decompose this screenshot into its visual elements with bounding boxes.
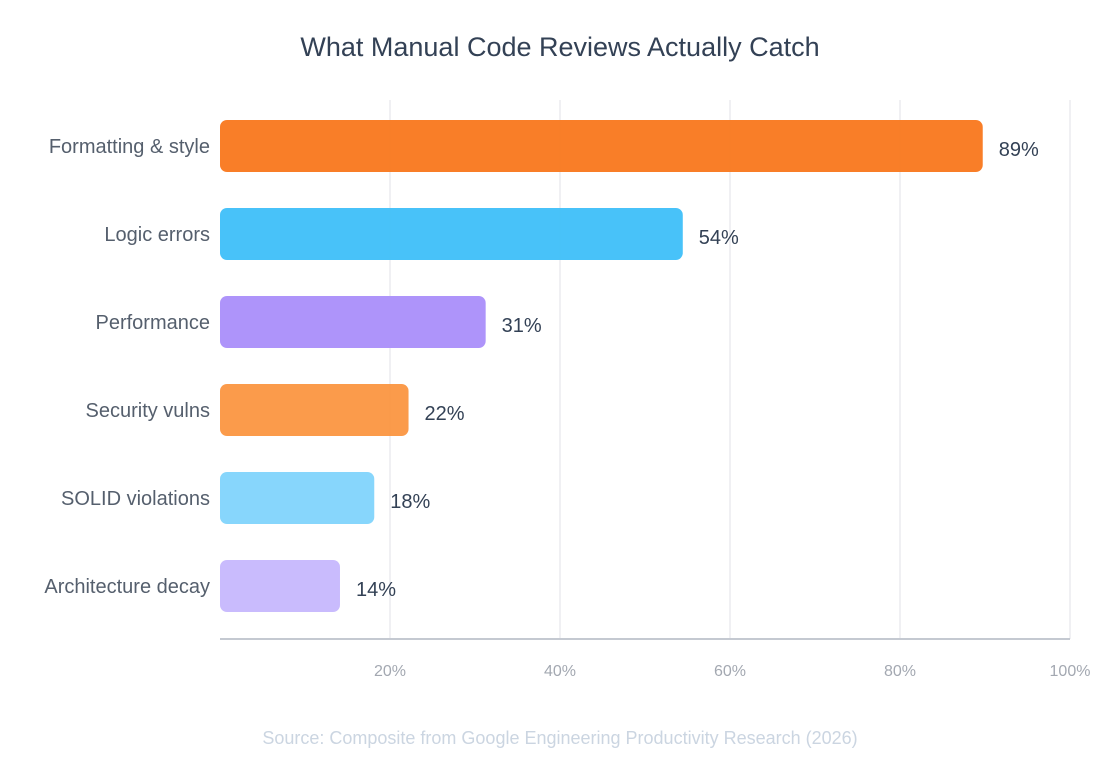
x-tick-label: 100% xyxy=(1050,663,1091,680)
bar xyxy=(220,120,983,172)
category-label: Logic errors xyxy=(104,224,210,246)
value-label: 14% xyxy=(356,579,396,601)
bar xyxy=(220,560,340,612)
bar xyxy=(220,208,683,260)
source-note: Source: Composite from Google Engineerin… xyxy=(262,728,857,748)
category-label: Formatting & style xyxy=(49,136,210,158)
value-label: 54% xyxy=(699,227,739,249)
category-label: SOLID violations xyxy=(61,488,210,510)
value-label: 31% xyxy=(502,315,542,337)
x-tick-label: 80% xyxy=(884,663,916,680)
bar xyxy=(220,296,486,348)
category-label: Performance xyxy=(96,312,211,334)
bar xyxy=(220,472,375,524)
category-label: Architecture decay xyxy=(44,576,210,598)
x-tick-label: 20% xyxy=(374,663,406,680)
value-label: 89% xyxy=(999,139,1039,161)
x-tick-label: 40% xyxy=(544,663,576,680)
value-label: 18% xyxy=(390,491,430,513)
bar xyxy=(220,384,409,436)
chart-title: What Manual Code Reviews Actually Catch xyxy=(300,32,819,62)
x-tick-label: 60% xyxy=(714,663,746,680)
value-label: 22% xyxy=(425,403,465,425)
category-label: Security vulns xyxy=(86,400,211,422)
